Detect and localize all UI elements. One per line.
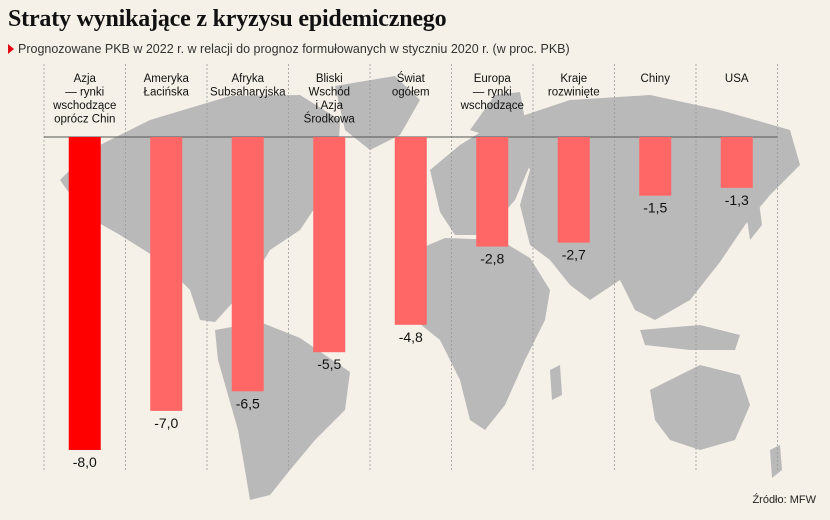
chart-subtitle: Prognozowane PKB w 2022 r. w relacji do … [18,42,570,56]
value-label: -8,0 [73,454,97,470]
value-label: -7,0 [154,415,178,431]
category-label: Ameryka [144,73,190,85]
category-label: ogółem [392,87,430,99]
map-japan [745,195,762,240]
map-greenland [335,76,420,150]
category-label: wschodzące [460,100,524,112]
category-label: Chiny [641,73,671,85]
value-label: -1,3 [725,192,749,208]
bar [313,137,346,353]
value-label: -2,8 [480,251,504,267]
map-north-america [60,95,340,322]
category-label: — rynki [65,87,104,99]
category-label: Środkowa [304,113,356,126]
category-label: wschodzące [52,100,116,112]
subtitle-row: Prognozowane PKB w 2022 r. w relacji do … [8,42,570,56]
category-label: rozwinięte [548,87,600,99]
category-label: Bliski [316,73,343,85]
bar [231,137,264,392]
category-label: USA [725,73,749,85]
bar [557,137,590,243]
map-indonesia [640,325,740,350]
value-labels-group: -8,0 -7,0 -6,5 -5,5 -4,8 -2,8 -2,7 -1,5 -1,3 [73,192,749,470]
category-label: Azja [74,73,97,85]
map-africa [400,238,550,430]
category-label: Wschód [308,87,350,99]
bars-group [68,137,753,450]
category-label: i Azja [316,100,344,112]
chart-title: Straty wynikające z kryzysu epidemiczneg… [8,6,447,32]
value-label: -2,7 [562,247,586,263]
category-label: Europa [474,73,512,85]
bar [68,137,101,450]
value-label: -5,5 [317,356,341,372]
source-note: Źródło: MFW [752,494,816,506]
value-label: -4,8 [399,329,423,345]
bar [394,137,427,325]
category-label: — rynki [473,87,512,99]
map-madagascar [550,365,562,400]
map-new-zealand [770,445,782,478]
map-australia [650,365,750,450]
bar [150,137,183,411]
bar [720,137,753,188]
value-label: -6,5 [236,395,260,411]
category-label: Łacińska [144,87,190,99]
map-scandinavia [470,92,525,140]
value-label: -1,5 [643,200,667,216]
bar [639,137,672,196]
category-label: Afryka [231,73,264,85]
category-label: oprócz Chin [54,114,115,126]
category-label: Kraje [560,73,587,85]
bar [476,137,509,247]
subtitle-marker-icon [8,44,14,54]
category-label: Subsaharyjska [210,87,286,99]
category-label: Świat [397,72,426,85]
